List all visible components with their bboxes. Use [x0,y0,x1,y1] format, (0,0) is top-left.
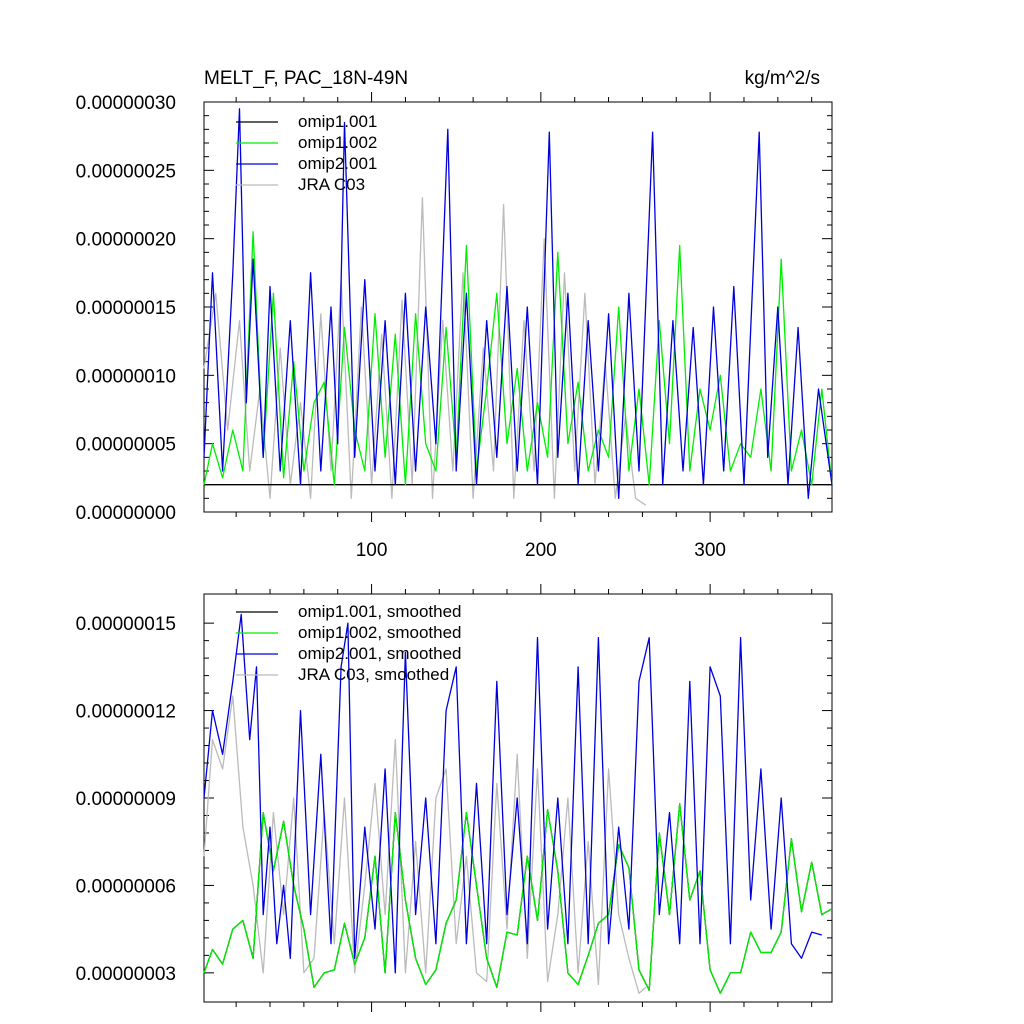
ytick-label: 0.00000000 [76,503,176,524]
legend-label: omip1.002 [298,133,377,152]
legend-label: omip1.001, smoothed [298,602,462,621]
series-line-omip1-001-smoothed [203,803,833,994]
ytick-label: 0.00000015 [76,298,176,319]
xtick-label: 200 [525,540,557,561]
legend-label: omip2.001, smoothed [298,644,462,663]
series-line-omip2-001 [203,108,833,499]
legend-label: omip2.001 [298,154,377,173]
ytick-label: 0.00000010 [76,366,176,387]
series-line-jra-c03 [203,197,647,506]
ytick-label: 0.00000012 [76,702,176,723]
ytick-label: 0.00000005 [76,435,176,456]
top-ticks: 0.00000000 0.00000005 0.00000010 0.00000015… [76,92,832,561]
top-series [203,108,833,506]
ytick-label: 0.00000006 [76,876,176,897]
bottom-series [203,613,833,994]
top-legend: omip1.001 omip1.002 omip2.001 JRA C03 [236,112,377,194]
series-line-omip2-001-smoothed [203,613,822,974]
ytick-label: 0.00000015 [76,614,176,635]
ytick-label: 0.00000020 [76,230,176,251]
legend-label: JRA C03, smoothed [298,665,449,684]
series-line-omip1-002 [203,231,833,486]
xtick-label: 100 [356,540,388,561]
bottom-legend: omip1.001, smoothed omip1.002, smoothed om… [236,602,462,684]
legend-label: omip1.001 [298,112,377,131]
bottom-panel: 0.00000003 0.00000006 0.00000009 0.00000012… [76,584,833,1012]
top-panel: MELT_F, PAC_18N-49N kg/m^2/s 0.000000000… [76,68,833,561]
ytick-label: 0.00000025 [76,161,176,182]
legend-label: JRA C03 [298,175,365,194]
xtick-label: 300 [694,540,726,561]
series-line-jra-c03-smoothed [203,695,647,994]
series-line-omip1-002-smoothed [203,803,833,994]
legend-label: omip1.002, smoothed [298,623,462,642]
ytick-label: 0.00000003 [76,964,176,985]
top-title-left: MELT_F, PAC_18N-49N [204,68,408,89]
top-title-right: kg/m^2/s [745,68,820,89]
bottom-ticks: 0.00000003 0.00000006 0.00000009 0.00000012… [76,584,832,1012]
ytick-label: 0.00000030 [76,93,176,114]
ytick-label: 0.00000009 [76,789,176,810]
